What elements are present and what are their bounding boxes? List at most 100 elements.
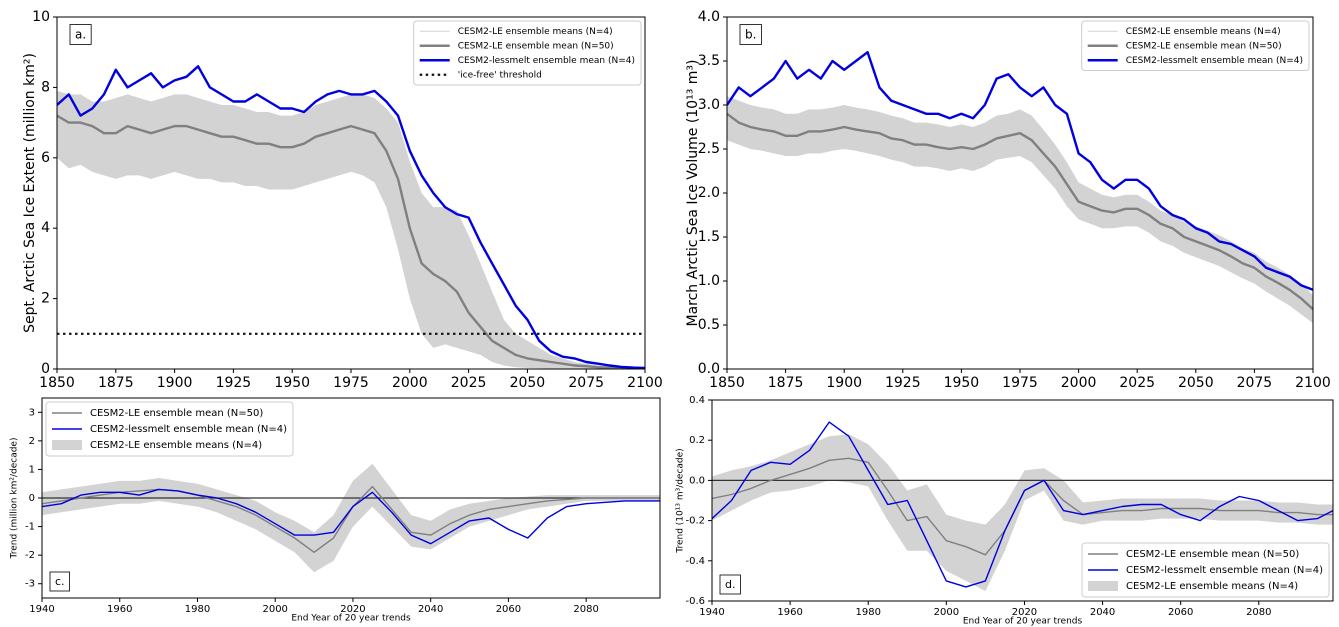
y-tick-label: 0 <box>41 361 50 377</box>
x-tick-label: 1850 <box>709 375 745 391</box>
y-axis-label: Trend (million km²/decade) <box>10 438 20 560</box>
panel: 1940 1960 1980 2000 2020 2040 2060 2080 -3 -2 -1 0 1… <box>10 397 661 624</box>
x-tick-label: 1940 <box>29 604 54 615</box>
y-tick-label: 0.2 <box>689 435 705 446</box>
legend-label: CESM2-lessmelt ensemble mean (N=4) <box>1126 565 1323 576</box>
legend-label: CESM2-LE ensemble mean (N=50) <box>1126 41 1282 51</box>
x-tick-label: 2040 <box>418 604 443 615</box>
ensemble-band <box>712 434 1333 591</box>
legend: CESM2-LE ensemble mean (N=50) CESM2-lessm… <box>45 401 294 457</box>
legend-swatch <box>52 440 82 450</box>
y-tick-label: -3 <box>25 579 35 590</box>
legend-box <box>413 20 642 86</box>
y-tick-label: 1.5 <box>698 229 720 245</box>
x-tick-label: 2050 <box>1178 375 1214 391</box>
panel: 1850 1875 1900 1925 1950 1975 2000 2025 2050 2075… <box>685 9 1331 391</box>
y-tick-label: 10 <box>32 9 50 25</box>
axes-frame <box>41 397 661 599</box>
x-tick-label: 2080 <box>573 604 598 615</box>
x-tick-label: 2025 <box>451 375 487 391</box>
axes-frame <box>56 16 646 370</box>
panel-label: b. <box>745 28 756 42</box>
x-axis-label: End Year of 20 year trends <box>291 614 411 624</box>
x-tick-label: 2000 <box>262 604 287 615</box>
legend-box <box>45 401 294 457</box>
y-tick-label: 0 <box>29 493 35 504</box>
x-tick-label: 2000 <box>392 375 428 391</box>
x-tick-label: 2020 <box>1012 607 1037 618</box>
axes-frame <box>726 16 1314 370</box>
x-tick-label: 1960 <box>107 604 132 615</box>
legend-label: CESM2-LE ensemble means (N=4) <box>1126 27 1281 37</box>
y-tick-label: 1.0 <box>698 273 720 289</box>
plot-area <box>42 463 660 573</box>
plot-area <box>727 51 1313 324</box>
x-tick-label: 2050 <box>510 375 546 391</box>
series-line <box>57 65 645 369</box>
x-tick-label: 2075 <box>568 375 604 391</box>
legend: CESM2-LE ensemble means (N=4) CESM2-LE en… <box>413 20 642 86</box>
series-line <box>727 51 1313 291</box>
y-tick-label: 2 <box>41 291 50 307</box>
ensemble-band <box>57 90 645 369</box>
x-tick-label: 1975 <box>333 375 369 391</box>
x-tick-label: 1900 <box>826 375 862 391</box>
x-tick-label: 2040 <box>1090 607 1115 618</box>
x-tick-label: 1900 <box>157 375 193 391</box>
y-axis-label: March Arctic Sea Ice Volume (10¹³ m³) <box>685 60 701 327</box>
x-tick-label: 1875 <box>98 375 134 391</box>
plot-area <box>57 65 645 369</box>
x-tick-label: 2080 <box>1246 607 1271 618</box>
y-tick-label: -0.2 <box>685 516 705 527</box>
x-tick-label: 2025 <box>1119 375 1155 391</box>
series-line <box>712 421 1333 588</box>
legend-label: CESM2-LE ensemble means (N=4) <box>458 27 613 37</box>
y-tick-label: 8 <box>41 79 50 95</box>
series-line <box>57 114 645 369</box>
x-tick-label: 1940 <box>699 607 724 618</box>
x-tick-label: 1975 <box>1002 375 1038 391</box>
panel-label-box <box>739 24 762 45</box>
y-tick-label: 3 <box>29 407 35 418</box>
x-tick-label: 2100 <box>1295 375 1331 391</box>
legend-box <box>1081 542 1330 598</box>
x-tick-label: 2060 <box>1168 607 1193 618</box>
x-tick-label: 1980 <box>855 607 880 618</box>
ensemble-band <box>727 96 1313 324</box>
y-tick-label: 1 <box>29 464 35 475</box>
panel-label-box <box>49 571 70 592</box>
y-axis-label: Trend (10¹³ m³/decade) <box>676 448 686 553</box>
y-tick-label: 0.0 <box>698 361 720 377</box>
y-tick-label: 3.0 <box>698 97 720 113</box>
y-tick-label: 6 <box>41 150 50 166</box>
x-tick-label: 1925 <box>216 375 252 391</box>
x-tick-label: 1950 <box>274 375 310 391</box>
axes-frame <box>711 399 1334 602</box>
y-tick-label: 0.5 <box>698 317 720 333</box>
legend: CESM2-LE ensemble means (N=4) CESM2-LE en… <box>1081 20 1310 71</box>
y-tick-label: 3.5 <box>698 53 720 69</box>
y-tick-label: 2.5 <box>698 141 720 157</box>
x-tick-label: 2020 <box>340 604 365 615</box>
panel: 1940 1960 1980 2000 2020 2040 2060 2080 -0.6 -0.4… <box>676 395 1334 627</box>
x-tick-label: 1950 <box>944 375 980 391</box>
x-tick-label: 1960 <box>777 607 802 618</box>
legend: CESM2-LE ensemble mean (N=50) CESM2-lessm… <box>1081 542 1330 598</box>
x-tick-label: 2000 <box>934 607 959 618</box>
panel-label: c. <box>55 575 65 588</box>
x-tick-label: 1875 <box>768 375 804 391</box>
x-axis-label: End Year of 20 year trends <box>963 617 1083 627</box>
y-tick-label: -1 <box>25 522 35 533</box>
plot-area <box>712 421 1333 591</box>
legend-label: CESM2-lessmelt ensemble mean (N=4) <box>458 56 635 66</box>
y-tick-label: 2.0 <box>698 185 720 201</box>
series-line <box>727 112 1313 311</box>
y-axis-label: Sept. Arctic Sea Ice Extent (million km²… <box>22 53 38 333</box>
x-tick-label: 2075 <box>1237 375 1273 391</box>
x-tick-label: 1980 <box>185 604 210 615</box>
y-tick-label: 4 <box>41 220 50 236</box>
y-tick-label: 4.0 <box>698 9 720 25</box>
y-tick-label: 0.0 <box>689 475 705 486</box>
panel-label-box <box>69 24 92 45</box>
